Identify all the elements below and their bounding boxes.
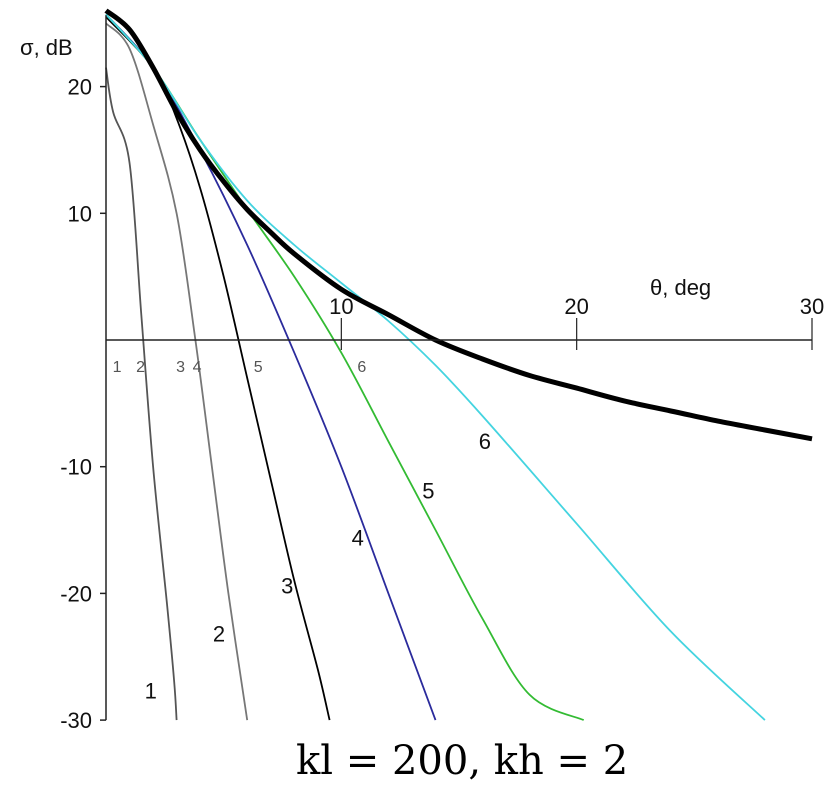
series-line-envelope (104, 8, 813, 442)
curve-label-3: 3 (281, 573, 293, 598)
y-tick-label: -30 (60, 708, 92, 733)
crossing-label: 6 (357, 359, 366, 376)
axes (105, 15, 812, 721)
curve-label-6: 6 (479, 429, 491, 454)
series-line-6 (105, 13, 766, 721)
series-line-1 (105, 67, 178, 721)
caption: kl = 200, kh = 2 (296, 738, 629, 784)
series-line-4 (105, 13, 437, 721)
x-tick-label: 10 (329, 294, 353, 319)
x-tick-label: 30 (800, 294, 824, 319)
x-tick-label: 20 (564, 294, 588, 319)
crossing-label: 3 (176, 359, 185, 376)
y-tick-label: 10 (68, 201, 92, 226)
y-tick-label: -20 (60, 581, 92, 606)
y-tick-label: -10 (60, 455, 92, 480)
y-axis-label: σ, dB (20, 35, 73, 60)
crossing-label: 5 (254, 359, 263, 376)
curve-label-1: 1 (145, 679, 157, 704)
series-line-2 (105, 22, 249, 721)
x-axis-label: θ, deg (650, 275, 711, 300)
curve-label-2: 2 (213, 622, 225, 647)
y-tick-label: 20 (68, 75, 92, 100)
curve-label-4: 4 (352, 525, 364, 550)
curve-label-5: 5 (422, 478, 434, 503)
crossing-label: 2 (136, 359, 145, 376)
crossing-label: 4 (193, 359, 202, 376)
crossing-label: 1 (113, 359, 122, 376)
